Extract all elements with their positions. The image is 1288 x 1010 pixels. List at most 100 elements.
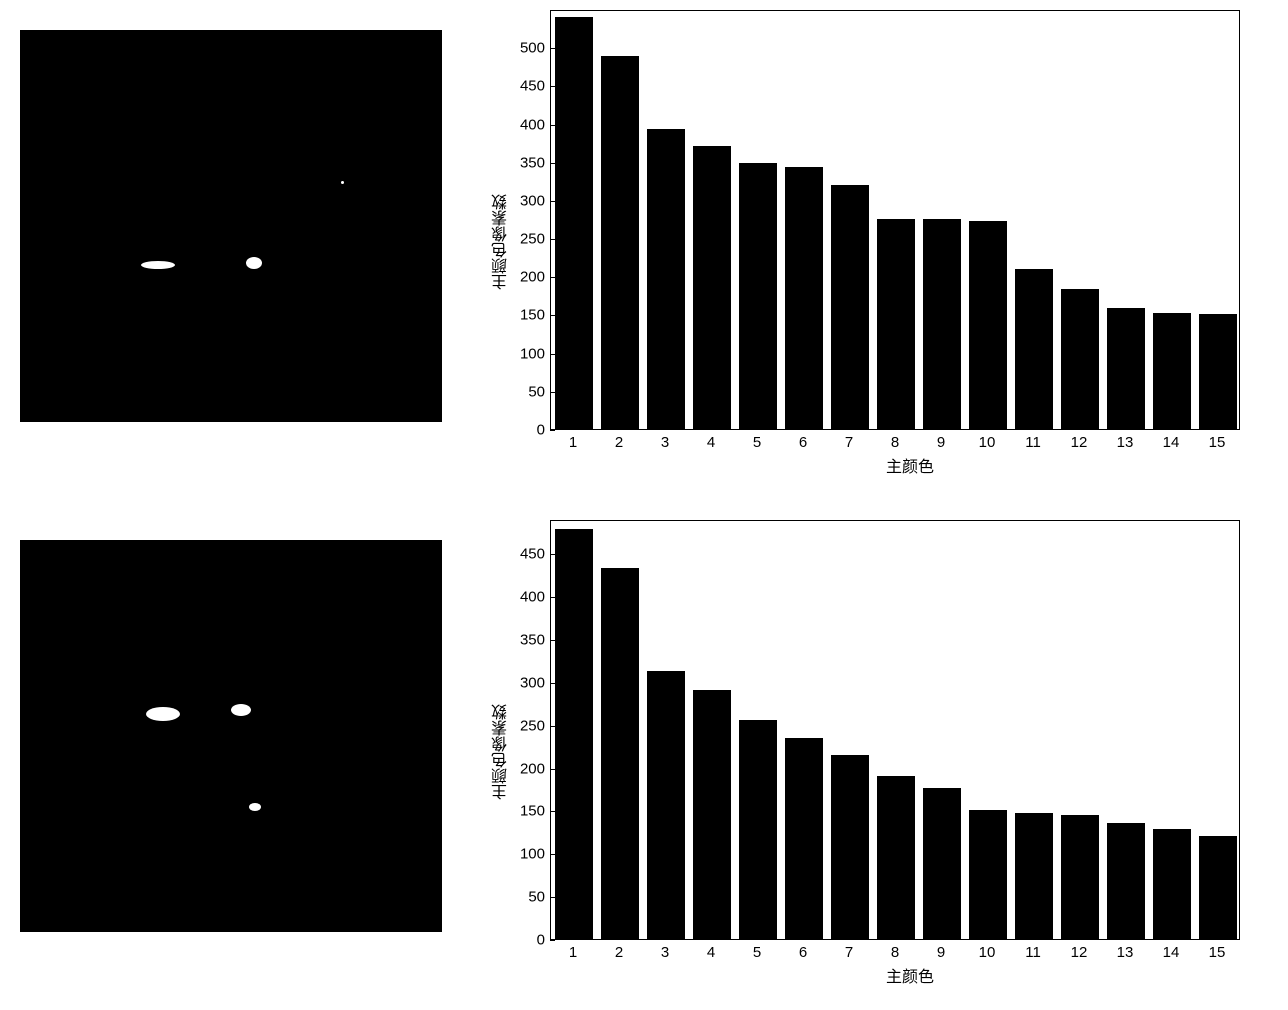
bar (969, 810, 1007, 939)
bar (739, 720, 777, 939)
bar (1061, 815, 1099, 939)
bar (1199, 314, 1237, 429)
y-tick-label: 450 (505, 546, 545, 563)
bar (831, 185, 869, 429)
x-tick-label: 10 (979, 434, 996, 451)
x-tick-mark (1217, 935, 1218, 940)
x-tick-mark (665, 425, 666, 430)
x-tick-label: 1 (569, 434, 577, 451)
bar (693, 146, 731, 429)
bar (601, 568, 639, 939)
x-tick-label: 9 (937, 944, 945, 961)
x-tick-label: 11 (1025, 944, 1041, 961)
y-tick-label: 0 (505, 422, 545, 439)
x-tick-mark (849, 425, 850, 430)
x-tick-mark (1171, 425, 1172, 430)
x-tick-mark (665, 935, 666, 940)
bar (1153, 313, 1191, 429)
x-axis-label: 主颜色 (860, 963, 960, 987)
y-tick-mark (550, 163, 555, 164)
y-tick-label: 50 (505, 383, 545, 400)
y-tick-label: 500 (505, 40, 545, 57)
x-tick-mark (1217, 425, 1218, 430)
bar (831, 755, 869, 939)
white-blob (249, 803, 261, 811)
x-tick-label: 15 (1209, 944, 1226, 961)
x-tick-mark (1125, 425, 1126, 430)
x-axis-label: 主颜色 (860, 453, 960, 477)
bar (923, 219, 961, 429)
y-tick-mark (550, 315, 555, 316)
bar (785, 738, 823, 939)
bar (1199, 836, 1237, 939)
x-tick-mark (895, 935, 896, 940)
x-tick-mark (1079, 425, 1080, 430)
y-tick-mark (550, 48, 555, 49)
x-tick-label: 2 (615, 944, 623, 961)
x-tick-mark (711, 935, 712, 940)
x-tick-label: 13 (1117, 434, 1134, 451)
bar (1015, 813, 1053, 939)
white-blob (246, 257, 262, 269)
x-tick-mark (941, 935, 942, 940)
y-tick-mark (550, 940, 555, 941)
plot-area (550, 10, 1240, 430)
x-tick-label: 4 (707, 434, 715, 451)
y-tick-label: 100 (505, 345, 545, 362)
bar (1015, 269, 1053, 429)
y-tick-mark (550, 897, 555, 898)
y-tick-mark (550, 811, 555, 812)
bar (923, 788, 961, 939)
white-blob (141, 261, 175, 269)
x-tick-mark (711, 425, 712, 430)
x-tick-mark (1079, 935, 1080, 940)
y-tick-mark (550, 201, 555, 202)
x-tick-mark (1033, 935, 1034, 940)
image-panel-2 (20, 540, 442, 932)
x-tick-label: 8 (891, 434, 899, 451)
bar (877, 776, 915, 939)
x-tick-label: 9 (937, 434, 945, 451)
x-tick-label: 12 (1071, 944, 1088, 961)
y-tick-mark (550, 125, 555, 126)
x-tick-mark (895, 425, 896, 430)
x-tick-mark (573, 935, 574, 940)
x-tick-label: 3 (661, 434, 669, 451)
y-tick-mark (550, 239, 555, 240)
x-tick-mark (757, 935, 758, 940)
white-blob (146, 707, 180, 721)
bar (1107, 308, 1145, 429)
x-tick-label: 11 (1025, 434, 1041, 451)
image-panel-1 (20, 30, 442, 422)
y-tick-label: 150 (505, 307, 545, 324)
y-axis-label: 主颜色像素数 (490, 150, 514, 290)
x-tick-mark (803, 425, 804, 430)
x-tick-label: 4 (707, 944, 715, 961)
bar (969, 221, 1007, 429)
x-tick-label: 14 (1163, 434, 1180, 451)
bar (601, 56, 639, 429)
white-blob (341, 181, 344, 184)
y-tick-label: 400 (505, 589, 545, 606)
bar (647, 129, 685, 429)
plot-area (550, 520, 1240, 940)
x-tick-mark (573, 425, 574, 430)
y-tick-mark (550, 726, 555, 727)
y-tick-mark (550, 597, 555, 598)
y-tick-mark (550, 430, 555, 431)
bar (647, 671, 685, 939)
x-tick-mark (941, 425, 942, 430)
y-tick-mark (550, 854, 555, 855)
x-tick-label: 1 (569, 944, 577, 961)
y-tick-mark (550, 86, 555, 87)
bar (739, 163, 777, 429)
bar (555, 529, 593, 939)
bar (1061, 289, 1099, 429)
x-tick-mark (1125, 935, 1126, 940)
bar-chart-2: 0501001502002503003504004501234567891011… (480, 520, 1260, 1000)
x-tick-label: 10 (979, 944, 996, 961)
x-tick-mark (987, 935, 988, 940)
x-tick-label: 5 (753, 944, 761, 961)
x-tick-mark (1033, 425, 1034, 430)
y-tick-mark (550, 392, 555, 393)
